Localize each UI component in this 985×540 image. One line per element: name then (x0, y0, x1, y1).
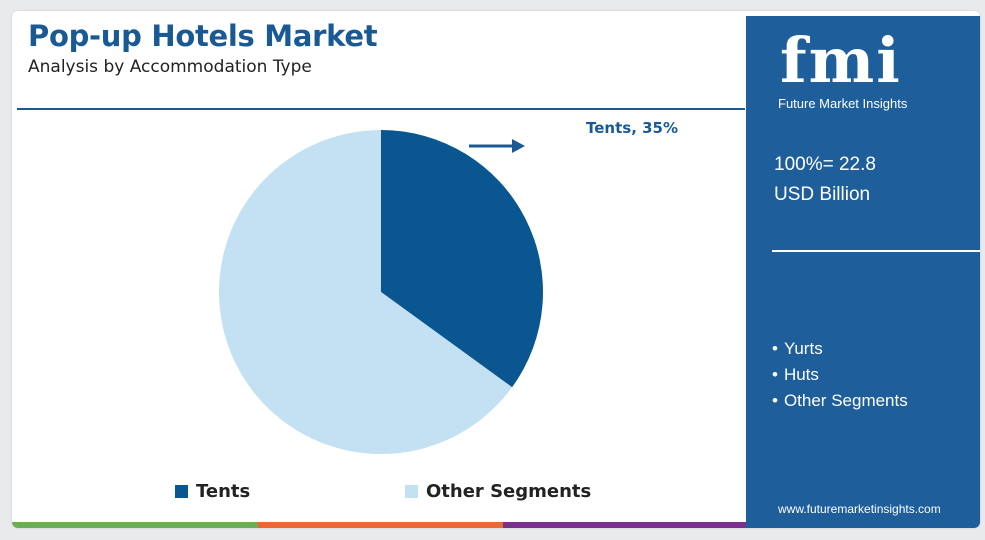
legend-item-tents: Tents (175, 481, 250, 502)
legend-item-other-segments: Other Segments (405, 481, 591, 502)
bottom-bar-green (12, 522, 258, 528)
legend-label-tents: Tents (196, 481, 251, 502)
sidebar-divider (772, 250, 980, 252)
segment-item-huts: Huts (772, 362, 908, 388)
legend-swatch-other-segments (405, 485, 418, 498)
slice-label-tents: Tents, 35% (586, 119, 678, 137)
market-total-unit: USD Billion (774, 184, 871, 205)
info-sidebar: fmi Future Market Insights 100%= 22.8 US… (746, 16, 980, 528)
segment-item-yurts: Yurts (772, 336, 908, 362)
callout-arrow (469, 139, 525, 153)
website-link[interactable]: www.futuremarketinsights.com (778, 502, 941, 516)
segment-list: Yurts Huts Other Segments (772, 336, 908, 414)
report-card: Pop-up Hotels Market Analysis by Accommo… (12, 11, 980, 528)
legend-label-other-segments: Other Segments (426, 481, 592, 502)
market-total-value: 100%= 22.8 (774, 154, 876, 175)
title-divider (17, 108, 745, 110)
bottom-bar-purple (503, 522, 746, 528)
fmi-logo: fmi (780, 24, 902, 97)
pie-chart: Tents, 35% (218, 119, 678, 454)
pie-slice-tents (381, 130, 543, 388)
bottom-bar-orange (258, 522, 503, 528)
logo-subtitle: Future Market Insights (778, 96, 908, 111)
page-subtitle: Analysis by Accommodation Type (28, 57, 312, 77)
segment-item-other-segments: Other Segments (772, 388, 908, 414)
pie-slice-other-segments (218, 130, 513, 454)
page-title: Pop-up Hotels Market (28, 19, 378, 53)
legend-swatch-tents (175, 485, 188, 498)
